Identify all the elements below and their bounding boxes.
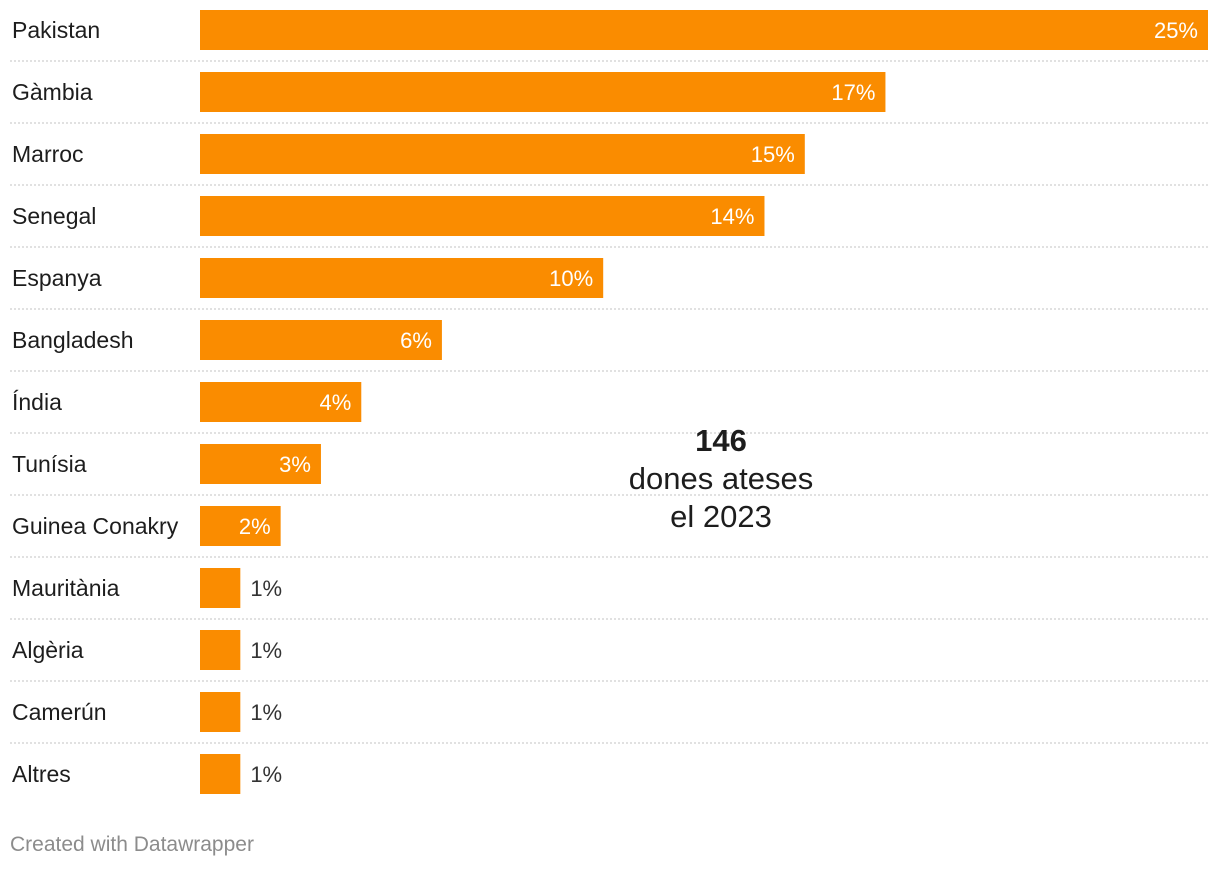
category-label-bangladesh: Bangladesh (12, 327, 134, 353)
category-label-india: Índia (12, 389, 62, 415)
bar-algeria (200, 630, 241, 670)
category-label-mauritania: Mauritània (12, 575, 120, 601)
bar-india (200, 382, 362, 422)
annotation-line-1: dones ateses (628, 461, 814, 496)
bar-marroc (200, 134, 805, 174)
value-label-espanya: 10% (549, 266, 593, 291)
bar-bangladesh (200, 320, 442, 360)
datawrapper-credit[interactable]: Created with Datawrapper (10, 833, 254, 856)
category-label-algeria: Algèria (12, 637, 84, 663)
category-label-espanya: Espanya (12, 265, 102, 291)
bar-tunisia (200, 444, 321, 484)
bar-altres (200, 754, 241, 794)
value-label-mauritania: 1% (250, 576, 282, 601)
category-label-camerun: Camerún (12, 699, 107, 725)
value-label-altres: 1% (250, 762, 282, 787)
value-label-marroc: 15% (751, 142, 795, 167)
value-label-senegal: 14% (710, 204, 754, 229)
bar-camerun (200, 692, 241, 732)
value-label-gambia: 17% (831, 80, 875, 105)
category-label-pakistan: Pakistan (12, 17, 100, 43)
value-label-algeria: 1% (250, 638, 282, 663)
bar-pakistan (200, 10, 1208, 50)
category-label-marroc: Marroc (12, 141, 84, 167)
category-label-tunisia: Tunísia (12, 451, 87, 477)
chart-annotation: 146 dones ateses el 2023 (571, 422, 871, 536)
category-label-altres: Altres (12, 761, 71, 787)
annotation-number: 146 (695, 423, 747, 458)
bar-espanya (200, 258, 604, 298)
value-label-tunisia: 3% (279, 452, 311, 477)
bar-senegal (200, 196, 765, 236)
bar-mauritania (200, 568, 241, 608)
value-label-camerun: 1% (250, 700, 282, 725)
bar-guinea-conakry (200, 506, 281, 546)
value-label-guinea-conakry: 2% (239, 514, 271, 539)
category-label-gambia: Gàmbia (12, 79, 93, 105)
category-label-guinea-conakry: Guinea Conakry (12, 513, 179, 539)
category-label-senegal: Senegal (12, 203, 96, 229)
annotation-line-2: el 2023 (670, 499, 772, 534)
value-label-bangladesh: 6% (400, 328, 432, 353)
value-label-pakistan: 25% (1154, 18, 1198, 43)
bar-gambia (200, 72, 886, 112)
value-label-india: 4% (319, 390, 351, 415)
